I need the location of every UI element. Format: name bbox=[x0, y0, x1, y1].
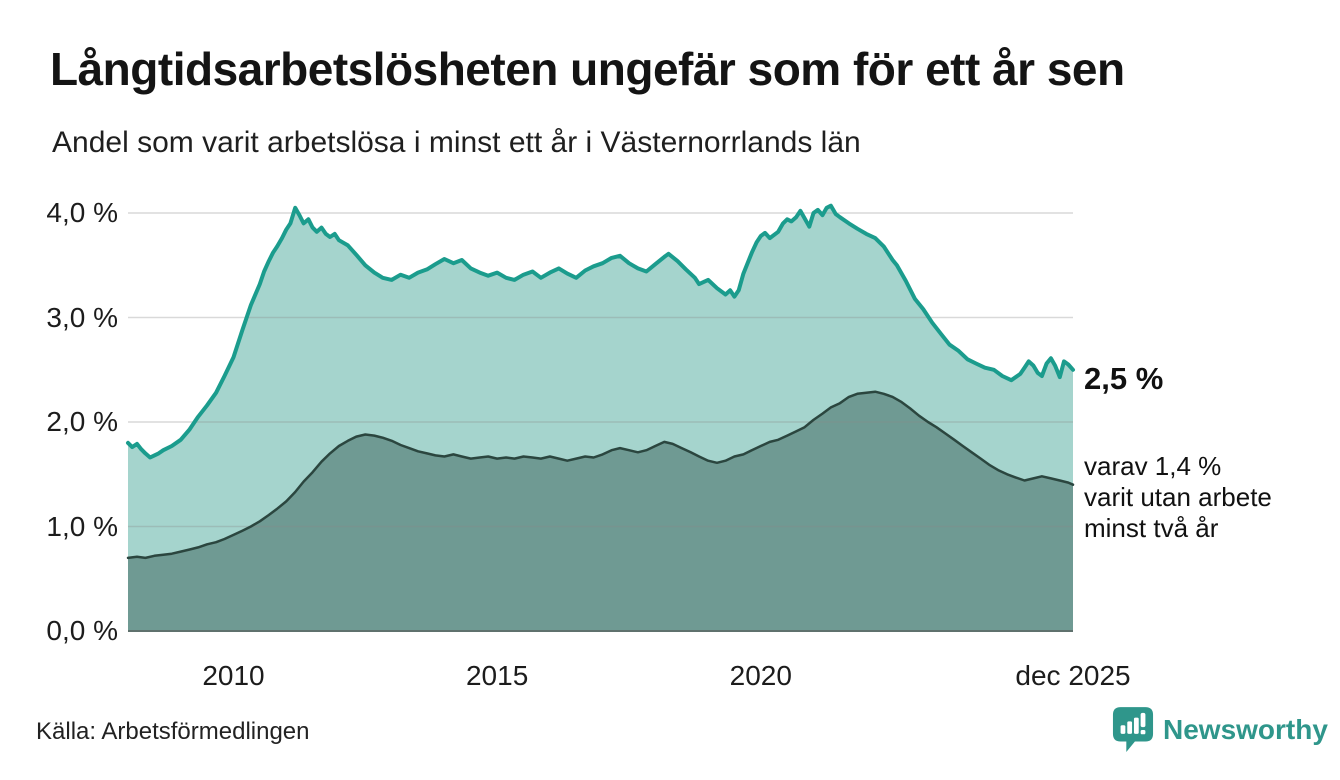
secondary-value-line: varav 1,4 % bbox=[1084, 451, 1222, 481]
y-axis-tick-label: 0,0 % bbox=[46, 615, 118, 646]
latest-value-label: 2,5 % bbox=[1084, 361, 1164, 396]
x-axis-tick-label: 2015 bbox=[465, 660, 529, 691]
y-axis-tick-label: 4,0 % bbox=[46, 197, 118, 228]
x-axis-tick-label: 2010 bbox=[202, 660, 265, 691]
x-axis-tick-label: 2020 bbox=[729, 660, 792, 691]
series-line bbox=[126, 203, 1075, 460]
newsworthy-logo[interactable]: Newsworthy bbox=[1112, 706, 1328, 754]
y-axis-tick-label: 3,0 % bbox=[46, 301, 118, 333]
y-axis-tick-label: 2,0 % bbox=[46, 406, 118, 437]
secondary-value-line: minst två år bbox=[1084, 513, 1219, 543]
secondary-value-line: varit utan arbete bbox=[1084, 482, 1272, 512]
x-axis-tick-label: dec 2025 bbox=[1015, 660, 1131, 691]
area-fill bbox=[128, 391, 1073, 631]
series-line bbox=[126, 390, 1075, 560]
y-axis-tick-label: 1,0 % bbox=[46, 510, 118, 542]
newsworthy-logo-text: Newsworthy bbox=[1163, 714, 1328, 745]
newsworthy-bubble-chart-icon bbox=[1112, 706, 1154, 754]
source-credit: Källa: Arbetsförmedlingen bbox=[36, 718, 310, 745]
page-title: Långtidsarbetslösheten ungefär som för e… bbox=[50, 43, 1125, 95]
page-subtitle: Andel som varit arbetslösa i minst ett å… bbox=[52, 126, 861, 159]
secondary-value-label: varav 1,4 % varit utan arbete minst två … bbox=[1084, 451, 1272, 544]
